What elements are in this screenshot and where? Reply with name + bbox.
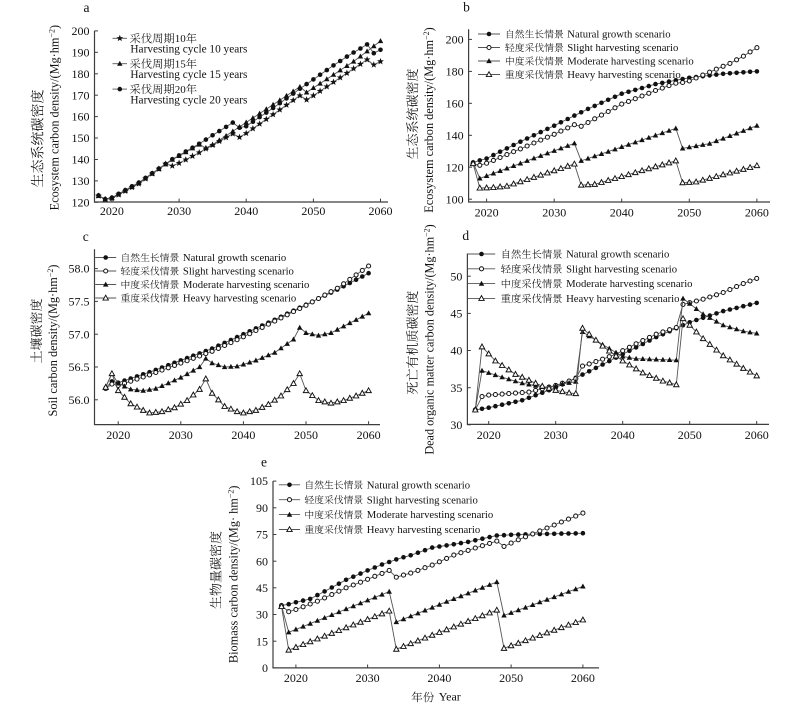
svg-text:2020: 2020 [284,671,308,685]
svg-text:Soil carbon density/(Mg·hm−2): Soil carbon density/(Mg·hm−2) [46,265,60,417]
svg-text:20: 20 [175,84,187,96]
svg-text:35: 35 [450,381,462,395]
svg-text:2040: 2040 [610,206,634,220]
svg-text:180: 180 [446,65,464,79]
svg-text:2040: 2040 [231,428,255,442]
svg-text:57.5: 57.5 [69,295,90,309]
svg-text:2060: 2060 [745,206,769,220]
svg-text:Slight harvesting scenario: Slight harvesting scenario [566,263,677,275]
svg-text:2030: 2030 [544,428,568,442]
svg-text:2050: 2050 [499,671,523,685]
svg-text:2030: 2030 [167,204,191,218]
svg-text:Moderate harvesting scenario: Moderate harvesting scenario [567,56,693,68]
svg-text:2020: 2020 [477,428,501,442]
svg-text:2050: 2050 [677,206,701,220]
svg-text:Heavy harvesting scenario: Heavy harvesting scenario [567,69,680,81]
svg-text:d: d [462,228,469,243]
svg-text:Moderate harvesting scenario: Moderate harvesting scenario [183,279,309,291]
svg-text:Moderate harvesting scenario: Moderate harvesting scenario [566,278,692,290]
svg-text:Moderate harvesting scenario: Moderate harvesting scenario [367,509,493,521]
svg-text:140: 140 [446,128,464,142]
svg-text:2030: 2030 [542,206,566,220]
svg-text:200: 200 [446,33,464,47]
svg-text:130: 130 [72,174,90,188]
svg-text:Natural growth scenario: Natural growth scenario [183,252,286,264]
svg-text:Harvesting cycle 15 years: Harvesting cycle 15 years [130,69,247,81]
svg-text:2060: 2060 [357,428,381,442]
svg-text:Dead organic matter carbon den: Dead organic matter carbon density/(Mg·h… [423,224,437,454]
svg-text:Ecosystem carbon density/(Mg·h: Ecosystem carbon density/(Mg·hm−2) [422,27,436,212]
svg-text:Natural growth scenario: Natural growth scenario [567,29,670,41]
svg-text:2060: 2060 [369,204,393,218]
svg-text:2060: 2060 [571,671,595,685]
svg-text:100: 100 [446,192,464,206]
svg-text:2020: 2020 [475,206,499,220]
svg-text:Heavy harvesting scenario: Heavy harvesting scenario [183,293,296,305]
svg-text:2050: 2050 [678,428,702,442]
svg-text:140: 140 [72,153,90,167]
svg-text:57.0: 57.0 [69,327,90,341]
svg-text:Slight harvesting scenario: Slight harvesting scenario [367,494,478,506]
svg-text:0: 0 [262,661,268,675]
svg-text:105: 105 [250,474,268,488]
svg-text:150: 150 [72,131,90,145]
svg-text:2040: 2040 [611,428,635,442]
svg-text:Biomass carbon density/(Mg· hm: Biomass carbon density/(Mg· hm−2) [227,486,241,664]
svg-text:2060: 2060 [745,428,769,442]
svg-text:58.0: 58.0 [69,262,90,276]
svg-text:75: 75 [256,528,268,542]
svg-text:15: 15 [256,634,268,648]
svg-text:170: 170 [72,88,90,102]
svg-text:56.0: 56.0 [69,393,90,407]
svg-text:56.5: 56.5 [69,360,90,374]
svg-text:30: 30 [256,608,268,622]
svg-text:10: 10 [175,33,187,45]
svg-text:2040: 2040 [427,671,451,685]
svg-text:2020: 2020 [100,204,124,218]
svg-text:120: 120 [72,195,90,209]
svg-text:200: 200 [72,24,90,38]
svg-text:Slight harvesting scenario: Slight harvesting scenario [567,42,678,54]
svg-text:e: e [261,454,267,469]
svg-text:45: 45 [256,581,268,595]
svg-text:2030: 2030 [356,671,380,685]
svg-text:Natural growth scenario: Natural growth scenario [566,249,669,261]
svg-text:a: a [84,0,90,15]
svg-text:50: 50 [450,269,462,283]
svg-text:60: 60 [256,554,268,568]
svg-text:15: 15 [175,59,187,71]
svg-text:c: c [83,229,89,244]
svg-text:160: 160 [446,96,464,110]
svg-text:120: 120 [446,160,464,174]
svg-text:2020: 2020 [106,428,130,442]
svg-text:Slight harvesting scenario: Slight harvesting scenario [183,266,294,278]
svg-text:90: 90 [256,501,268,515]
svg-text:b: b [463,0,470,14]
svg-text:Year: Year [439,690,461,704]
svg-text:2050: 2050 [294,428,318,442]
svg-text:180: 180 [72,67,90,81]
svg-text:Heavy harvesting scenario: Heavy harvesting scenario [367,524,480,536]
svg-text:Heavy harvesting scenario: Heavy harvesting scenario [566,293,679,305]
svg-text:45: 45 [450,307,462,321]
svg-text:2040: 2040 [234,204,258,218]
svg-text:Natural growth scenario: Natural growth scenario [367,479,470,491]
svg-text:160: 160 [72,110,90,124]
svg-text:Harvesting cycle 10 years: Harvesting cycle 10 years [130,44,247,56]
svg-text:2030: 2030 [169,428,193,442]
svg-text:Ecosystem carbon density/(Mg·h: Ecosystem carbon density/(Mg·hm−2) [48,25,62,210]
svg-text:40: 40 [450,344,462,358]
svg-text:30: 30 [450,418,462,432]
svg-text:Harvesting cycle 20 years: Harvesting cycle 20 years [130,95,247,107]
svg-text:2050: 2050 [301,204,325,218]
svg-text:190: 190 [72,45,90,59]
